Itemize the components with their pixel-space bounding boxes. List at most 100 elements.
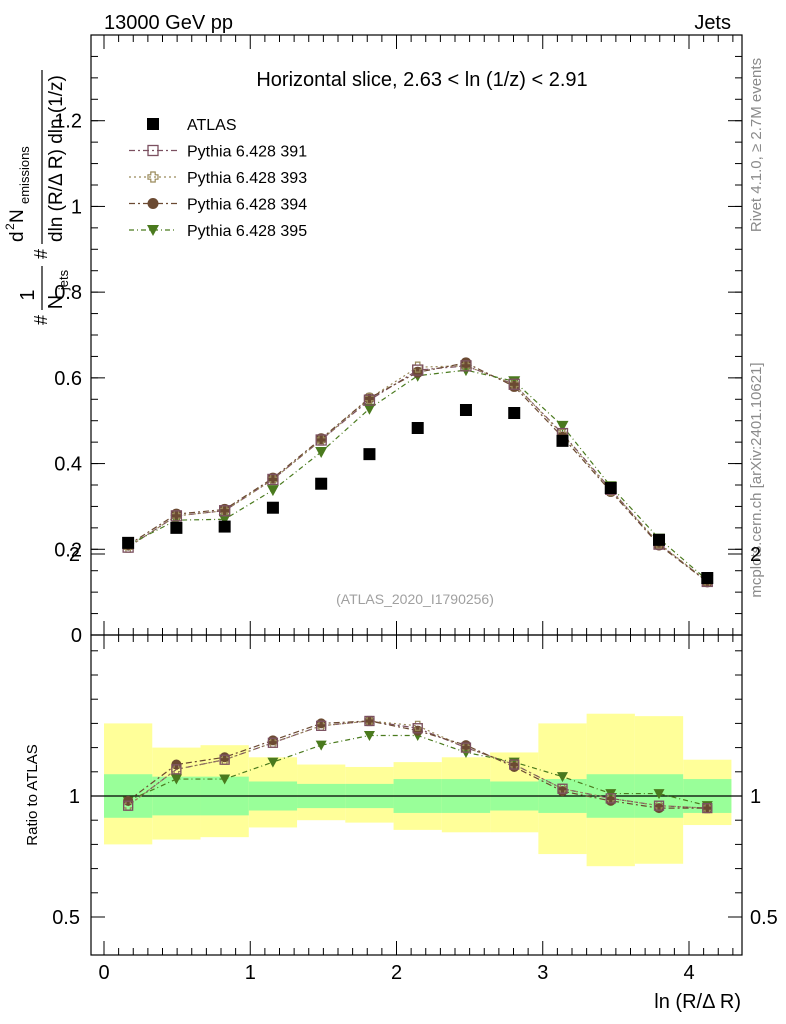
main-y-tick-label: 0.2 [54,539,82,561]
mc-data-point [170,510,183,522]
x-tick-label: 2 [391,962,402,984]
mc-data-point [556,420,569,432]
mc-data-point [508,378,520,390]
legend-entry: Pythia 6.428 395 [129,223,307,240]
mc-data-point [412,364,424,376]
mcplots-label: mcplots.cern.ch [arXiv:2401.10621] [748,362,765,597]
legend-entry: Pythia 6.428 393 [129,170,307,187]
ratio-axes: 0.5 0.5 1 1 2 2 0 1 2 3 4 [52,544,778,984]
ratio-data-point [653,789,665,800]
atlas-data-point [459,404,472,416]
ratio-data-point [316,720,327,731]
plot-title: Horizontal slice, 2.63 < ln (1/z) < 2.91 [256,69,587,91]
ratio-data-point [460,742,472,753]
ratio-y-tick-label: 2 [69,544,80,566]
ratio-panel: 0.5 0.5 1 1 2 2 0 1 2 3 4 Ratio to ATLAS ln (R/Δ R… [24,544,778,1013]
atlas-data-point [122,536,135,549]
ratio-data-point [364,715,375,726]
main-y-tick-label: 0 [71,625,82,647]
legend: ATLAS Pythia 6.428 391 Pythia 6.428 393 Pyt… [129,117,307,240]
atlas-data-point [701,572,714,584]
atlas-data-point [556,434,569,447]
series-line [127,369,708,581]
atlas-data-point [508,407,521,419]
rivet-version-label: Rivet 4.1.0, ≥ 2.7M events [748,58,765,232]
x-tick-label: 1 [245,962,256,984]
x-tick-label: 3 [537,962,548,984]
atlas-data-point [604,482,617,494]
main-y-tick-label: 1 [71,196,82,218]
x-tick-label: 0 [98,962,109,984]
ratio-y-tick-label-right: 1 [750,786,761,808]
main-y-axis-label: # 1 N jets # d 2 N emissions dln (R/Δ R)… [3,70,71,325]
ratio-data-point [219,754,230,765]
y-label-hash-1: # [31,315,51,325]
legend-entry: Pythia 6.428 391 [129,144,307,161]
legend-marker [147,144,159,157]
legend-label: Pythia 6.428 395 [187,223,307,240]
ratio-data-point [412,723,423,734]
legend-label: Pythia 6.428 393 [187,170,307,187]
ratio-data-point [557,783,568,794]
header-jets-label: Jets [694,12,731,34]
legend-label: ATLAS [187,117,237,134]
atlas-data-point [411,422,424,434]
ratio-data-point [363,731,375,741]
atlas-data-point [218,520,231,533]
y-label-frac1-den-sub: jets [56,269,71,291]
mc-data-point [460,357,472,369]
ratio-y-tick-label-right: 2 [750,544,761,566]
ratio-data-point [702,803,713,814]
series-line [127,362,708,583]
y-label-frac2-n: N [7,209,28,223]
main-plot-area [122,357,714,588]
legend-marker [147,198,159,209]
atlas-data-point [653,533,666,546]
ratio-y-tick-label: 1 [69,786,80,808]
mc-data-point [315,447,328,458]
ratio-data-point [509,759,520,770]
header-energy-label: 13000 GeV pp [104,12,233,34]
y-label-frac1-num: 1 [17,289,39,300]
ratio-data-point [653,800,665,811]
ratio-data-point [556,772,568,783]
series-line [127,365,708,582]
y-label-frac2-sub: emissions [17,146,32,204]
ratio-frame [90,634,743,956]
mc-data-point [266,485,279,497]
main-panel: 0 0.2 0.4 0.6 0.8 1 1.2 Horizontal slice, 2.63… [3,34,743,647]
y-label-frac2-d: d [7,231,28,242]
ratio-data-point [315,740,327,751]
mc-data-point [460,360,472,372]
y-label-hash-2: # [31,249,51,259]
mc-data-point [219,505,231,517]
ratio-data-point [364,715,375,727]
mc-data-point [267,473,279,486]
legend-marker [147,118,159,130]
ratio-y-axis-label: Ratio to ATLAS [24,744,41,845]
legend-marker [147,225,159,236]
atlas-data-point [315,477,328,490]
legend-marker [147,171,159,183]
main-y-tick-label: 0.8 [54,282,82,304]
ratio-data-point [267,757,279,768]
ratio-data-point [122,800,134,811]
ratio-data-point [605,793,616,804]
series-line [127,365,708,582]
ratio-data-point [219,774,231,785]
legend-entry: Pythia 6.428 394 [129,197,307,214]
x-axis-label: ln (R/Δ R) [654,991,741,1013]
mc-data-point [363,392,375,404]
legend-label: Pythia 6.428 394 [187,197,307,214]
legend-entry: ATLAS [147,117,237,134]
ratio-plot-area [91,713,742,867]
ratio-y-tick-label: 0.5 [52,907,80,929]
y-label-frac1-den: N [45,295,67,309]
main-axes: 0 0.2 0.4 0.6 0.8 1 1.2 [54,35,742,647]
y-label-frac2-sup: 2 [3,223,17,230]
main-y-tick-label: 0.6 [54,368,82,390]
x-tick-label: 4 [683,962,694,984]
mc-data-point [363,403,376,415]
ratio-data-point [171,764,182,775]
mc-data-point [218,514,231,526]
